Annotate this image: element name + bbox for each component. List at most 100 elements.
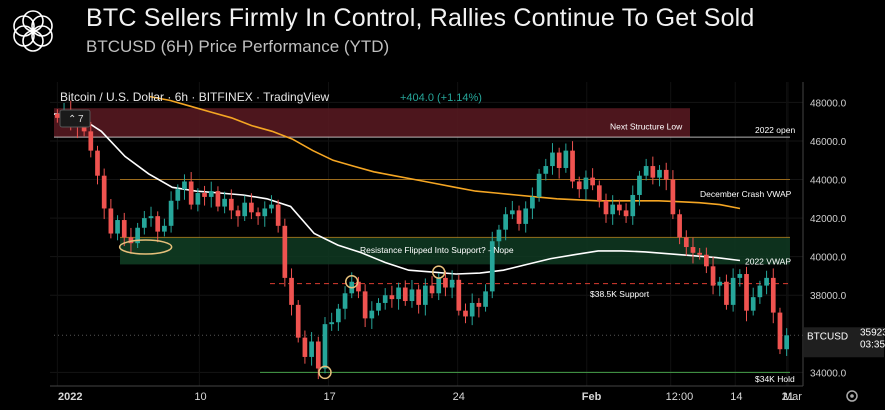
price-label: BTCUSD 35923.0 03:35 (804, 327, 885, 358)
candle-body (443, 277, 448, 288)
candle-body (456, 279, 462, 311)
candle-body (101, 175, 107, 209)
candle-body (148, 216, 154, 219)
chart-svg: Next Structure Low 2022 open December Cras… (50, 82, 885, 405)
candle-body (744, 274, 749, 311)
candle-body (215, 191, 221, 207)
price-label-countdown: 03:35 (860, 339, 885, 350)
y-axis-ticks: 48000.0 46000.0 44000.0 42000.0 40000.0 38000… (810, 98, 847, 379)
candle-body (503, 214, 508, 230)
candle-body (770, 277, 776, 313)
x-tick-label: 17 (324, 391, 336, 403)
candle-body (382, 295, 388, 303)
candle-body (630, 194, 636, 217)
candle-body (342, 293, 348, 309)
candle-body (115, 220, 120, 234)
candle-body (550, 152, 555, 167)
y-tick-label: 42000.0 (810, 214, 847, 225)
candle-body (670, 179, 676, 215)
candle-body (704, 254, 709, 267)
candle-body (255, 212, 261, 217)
candle-body (249, 202, 254, 213)
candle-body (222, 198, 227, 207)
page-subtitle: BTCUSD (6H) Price Performance (YTD) (86, 37, 390, 56)
candle-body (128, 237, 134, 244)
candle-body (88, 131, 94, 151)
chevron-up-icon: ⌃ (68, 114, 76, 125)
highlight-circle (344, 274, 359, 289)
highlight-circle (318, 365, 332, 380)
annotation-label: Next Structure Low (610, 121, 683, 131)
collapse-button[interactable]: ⌃ 7 (59, 109, 91, 128)
x-tick-label: 14 (730, 391, 742, 403)
candle-body (95, 150, 100, 176)
candle-body (121, 220, 127, 238)
candle-body (195, 193, 201, 205)
candle-body (423, 285, 428, 305)
candle-body (202, 193, 207, 197)
candle-body (182, 181, 187, 190)
candle-body (724, 281, 729, 305)
candle-body (483, 291, 488, 307)
x-tick-label: Mar (783, 391, 802, 403)
candle-body (269, 204, 274, 209)
candle-body (576, 181, 582, 190)
candle-body (188, 181, 194, 205)
candle-body (563, 150, 569, 168)
candle-body (637, 175, 642, 195)
interlocking-circles-logo-icon (13, 10, 53, 52)
candle-body (322, 324, 328, 369)
candle-body (302, 337, 308, 357)
candle-body (657, 169, 662, 178)
vwap-line-1 (53, 113, 741, 275)
candle-body (536, 173, 542, 197)
candle-body (289, 277, 294, 305)
y-tick-label: 40000.0 (810, 253, 847, 264)
candle-body (356, 281, 361, 292)
candle-body (429, 285, 435, 294)
candle-body (409, 289, 415, 302)
candle-body (757, 285, 763, 298)
settings-gear-icon[interactable] (846, 390, 858, 402)
candle-body (463, 310, 468, 317)
price-chart[interactable]: Next Structure Low 2022 open December Cras… (50, 82, 885, 405)
y-tick-label: 38000.0 (810, 291, 847, 302)
x-tick-label: Feb (582, 391, 602, 403)
candle-body (590, 177, 595, 186)
candle-body (369, 310, 375, 319)
x-tick-label: 21 (782, 391, 794, 403)
zones (54, 108, 790, 265)
x-tick-label: 10 (194, 391, 206, 403)
candle-body (81, 127, 87, 132)
candle-body (55, 113, 60, 118)
candle-body (730, 277, 736, 305)
candle-body (389, 295, 395, 300)
highlight-ellipse (118, 239, 173, 255)
candle-body (396, 287, 401, 300)
candle-body (543, 166, 549, 174)
candle-body (603, 200, 609, 215)
candle-body (476, 302, 482, 307)
candle-body (295, 304, 301, 338)
candle-body (402, 287, 408, 302)
annotation-label: 2022 open (755, 125, 795, 135)
candle-body (784, 335, 789, 350)
candle-body (228, 198, 234, 211)
zone-1 (120, 237, 790, 265)
candle-body (262, 208, 268, 217)
candle-body (141, 218, 147, 228)
highlight-circle (431, 265, 446, 279)
collapse-count: 7 (78, 114, 84, 125)
candle-body (710, 266, 716, 286)
candle-body (777, 312, 783, 350)
candle-body (168, 200, 174, 226)
symbol-info: Bitcoin / U.S. Dollar · 6h · BITFINEX · … (60, 90, 330, 104)
candle-body (596, 185, 602, 201)
candle-body (663, 169, 669, 180)
candle-body (643, 166, 649, 176)
candle-body (737, 274, 743, 278)
annotation-label: $34K Hold (755, 374, 795, 384)
symbol-info-header: Bitcoin / U.S. Dollar · 6h · BITFINEX · … (60, 90, 482, 104)
zone-0 (54, 108, 690, 138)
